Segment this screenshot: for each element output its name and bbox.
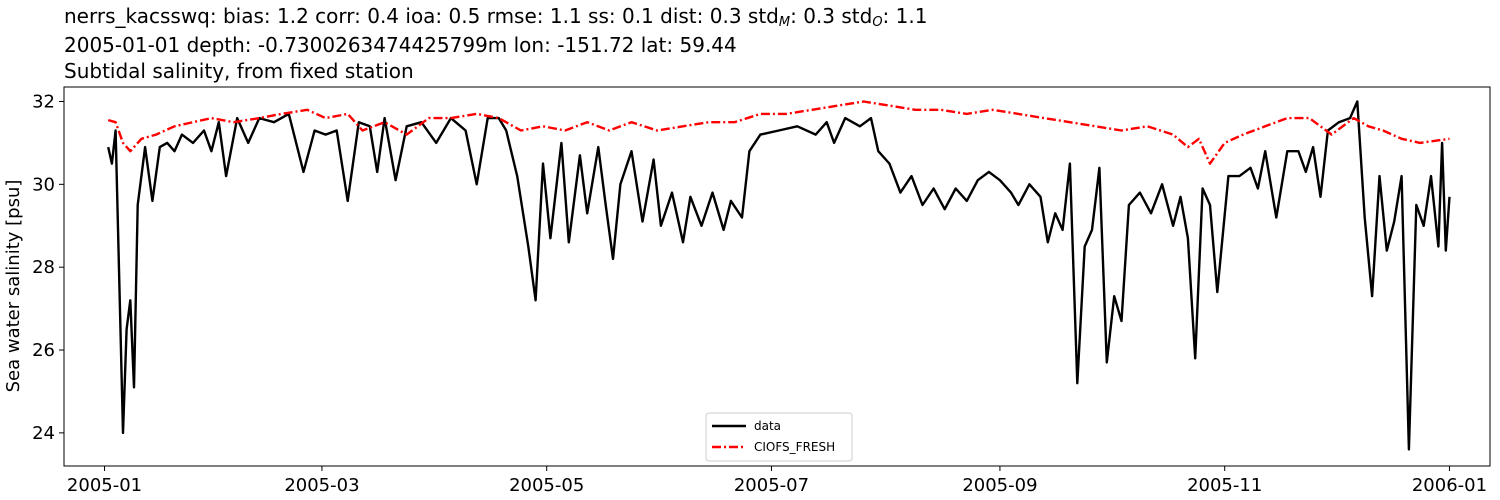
y-tick-label: 26: [32, 340, 55, 361]
title-std-obs-subscript: O: [872, 15, 883, 30]
series-line-data: [107, 100, 1451, 451]
legend-label: data: [754, 419, 781, 433]
title-metrics-text-end: : 1.1: [882, 4, 928, 28]
title-metrics-text-mid: : 0.3 std: [790, 4, 873, 28]
x-tick-label: 2005-09: [962, 475, 1037, 496]
x-tick-label: 2006-01: [1412, 475, 1487, 496]
y-tick-label: 24: [32, 423, 55, 444]
axes: 24 26 28 30 32 2005-01 2005-03 2005-05 2005-07 20…: [32, 86, 1491, 496]
x-tick-label: 2005-03: [284, 475, 359, 496]
x-tick-label: 2005-01: [67, 475, 142, 496]
legend: data CIOFS_FRESH: [705, 412, 853, 462]
y-tick-label: 30: [32, 174, 55, 195]
legend-label: CIOFS_FRESH: [754, 440, 835, 454]
title-std-model-subscript: M: [778, 15, 791, 30]
series-line-ciofs-fresh: [107, 100, 1450, 165]
chart-title-station-info: 2005-01-01 depth: -0.7300263474425799m l…: [64, 33, 737, 57]
chart-title-metrics: nerrs_kacsswq: bias: 1.2 corr: 0.4 ioa: …: [64, 4, 927, 35]
title-metrics-text: nerrs_kacsswq: bias: 1.2 corr: 0.4 ioa: …: [64, 4, 779, 28]
x-tick-label: 2005-11: [1187, 475, 1262, 496]
plot-area: [107, 100, 1451, 451]
x-tick-label: 2005-05: [509, 475, 584, 496]
y-tick-label: 28: [32, 257, 55, 278]
chart-title-description: Subtidal salinity, from fixed station: [64, 59, 414, 83]
x-tick-label: 2005-07: [734, 475, 809, 496]
plot-frame: [63, 86, 1491, 467]
y-tick-label: 32: [32, 91, 55, 112]
y-axis-label: Sea water salinity [psu]: [3, 180, 24, 393]
